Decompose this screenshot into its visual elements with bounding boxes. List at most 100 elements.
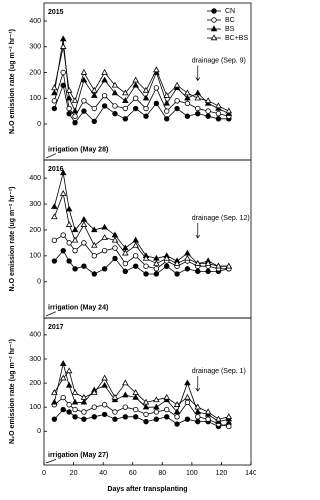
panel-year: 2015: [48, 9, 64, 16]
marker: [101, 103, 108, 109]
marker: [205, 416, 211, 422]
marker: [71, 97, 79, 104]
marker: [173, 81, 181, 88]
marker: [66, 110, 72, 117]
marker: [65, 205, 73, 212]
y-tick-label: 200: [29, 69, 41, 76]
marker: [164, 263, 170, 269]
marker: [122, 97, 129, 104]
marker: [164, 406, 170, 413]
marker: [51, 105, 58, 112]
marker: [66, 402, 72, 408]
x-tick-label: 80: [158, 470, 166, 477]
series-line: [53, 38, 229, 115]
marker: [72, 113, 78, 119]
y-tick-label: 100: [29, 95, 41, 102]
marker: [153, 85, 160, 91]
y-tick-label: 200: [29, 380, 41, 387]
marker: [59, 374, 67, 381]
marker: [211, 8, 217, 14]
y-tick-label: 400: [29, 18, 41, 25]
marker: [51, 98, 58, 104]
drainage-label: drainage (Sep. 12): [192, 215, 250, 222]
y-tick-label: 300: [29, 44, 41, 51]
irrigation-label: irrigation (May 24): [48, 304, 108, 311]
marker: [211, 17, 217, 23]
series-line: [53, 72, 229, 117]
marker: [122, 404, 129, 410]
marker: [153, 409, 160, 415]
marker: [225, 107, 233, 114]
marker: [132, 241, 139, 248]
marker: [60, 69, 66, 76]
marker: [173, 259, 181, 266]
marker: [112, 255, 118, 262]
marker: [60, 232, 66, 238]
marker: [101, 402, 108, 408]
marker: [111, 236, 119, 243]
marker: [81, 409, 87, 415]
marker: [90, 226, 98, 233]
plot-frame: [43, 317, 252, 466]
y-tick-label: 200: [29, 227, 41, 234]
marker: [65, 221, 73, 227]
irrigation-arrow: [45, 311, 57, 317]
marker: [184, 399, 191, 406]
marker: [195, 110, 201, 117]
series-line: [54, 396, 229, 427]
x-tick-label: 60: [129, 470, 137, 477]
y-tick-label: 0: [37, 121, 41, 128]
marker: [215, 262, 222, 269]
marker: [81, 416, 87, 422]
marker: [153, 396, 160, 403]
marker: [184, 416, 191, 422]
marker: [72, 247, 78, 254]
marker: [132, 263, 139, 269]
marker: [122, 414, 129, 420]
marker: [164, 414, 170, 420]
marker: [143, 418, 149, 425]
marker: [163, 99, 171, 106]
marker: [226, 423, 232, 430]
x-tick-label: 120: [216, 470, 228, 477]
x-tick-label: 0: [42, 470, 46, 477]
marker: [174, 421, 180, 427]
marker: [164, 108, 170, 114]
marker: [51, 398, 58, 405]
marker: [65, 381, 73, 388]
marker: [51, 258, 58, 264]
y-tick-label: 0: [37, 279, 41, 286]
marker: [195, 105, 201, 112]
marker: [80, 398, 88, 405]
marker: [122, 105, 129, 112]
marker: [184, 100, 191, 107]
marker: [194, 259, 202, 266]
drainage-label: drainage (Sep. 1): [192, 368, 246, 375]
x-tick-label: 20: [70, 470, 78, 477]
marker: [204, 259, 212, 266]
marker: [153, 403, 160, 410]
x-tick-label: 40: [99, 470, 107, 477]
marker: [142, 94, 150, 101]
marker: [81, 240, 87, 246]
marker: [71, 236, 79, 243]
marker: [51, 84, 58, 91]
y-tick-label: 0: [37, 428, 41, 435]
marker: [132, 414, 139, 420]
marker: [72, 266, 78, 272]
marker: [163, 393, 171, 400]
marker: [90, 389, 98, 395]
marker: [65, 86, 73, 93]
marker: [204, 97, 212, 104]
marker: [132, 81, 139, 88]
legend-label: BC: [225, 17, 235, 24]
marker: [59, 169, 67, 176]
marker: [153, 271, 160, 277]
marker: [59, 35, 67, 42]
marker: [51, 389, 58, 395]
marker: [195, 414, 201, 420]
marker: [91, 271, 97, 277]
marker: [65, 94, 73, 101]
marker: [122, 116, 129, 122]
marker: [205, 108, 211, 114]
